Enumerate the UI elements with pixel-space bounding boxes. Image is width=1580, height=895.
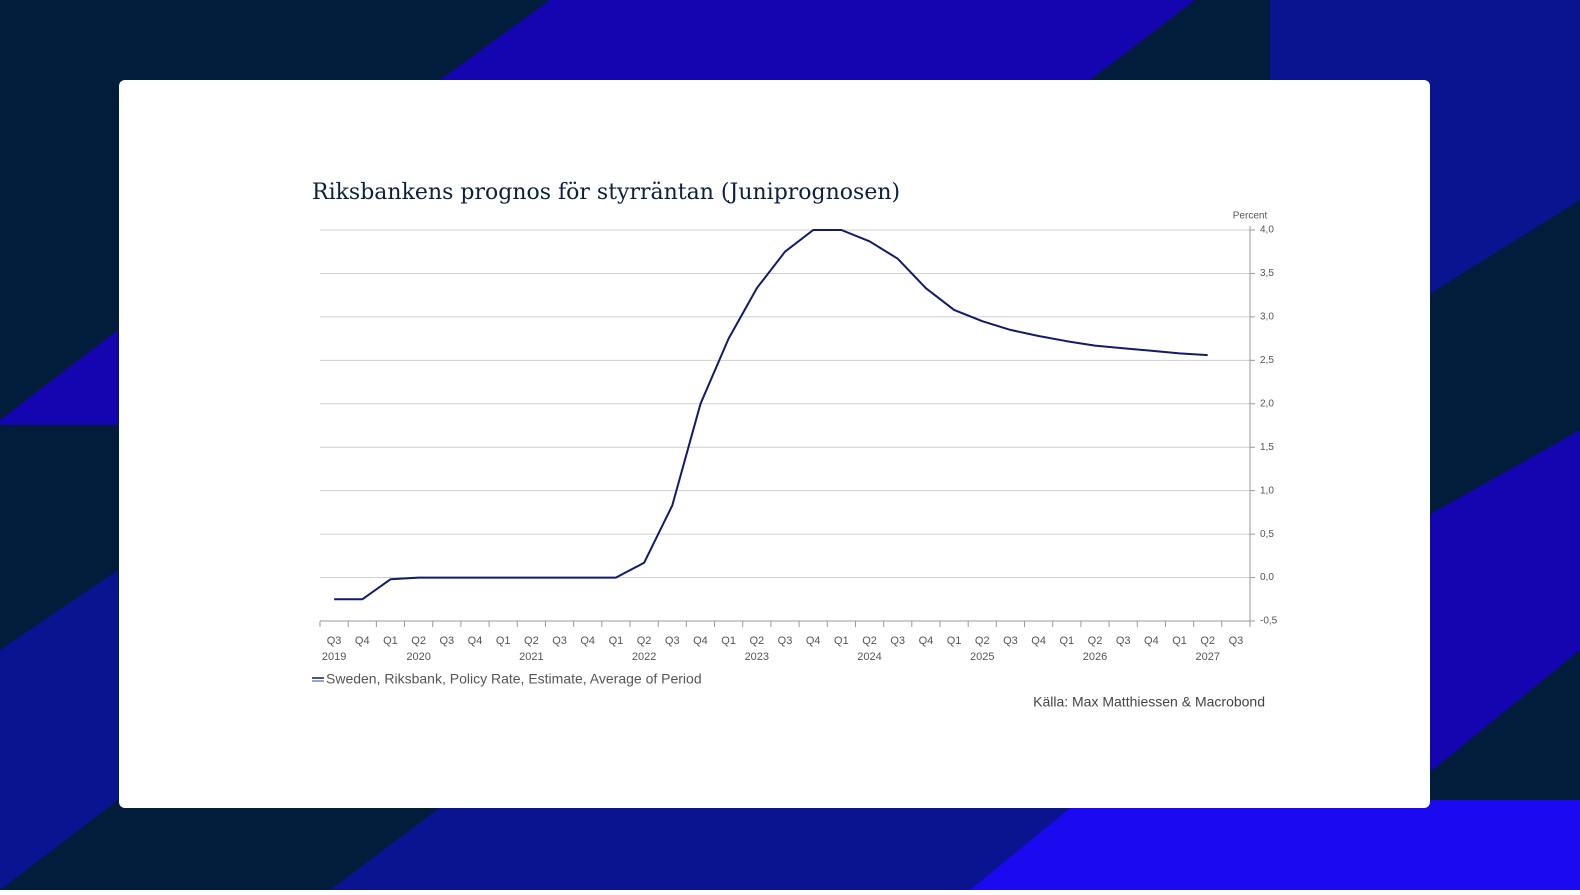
stripe xyxy=(330,800,1080,890)
x-tick-label: Q4 xyxy=(355,635,370,647)
x-tick-label: Q1 xyxy=(834,635,849,647)
stripe xyxy=(1420,430,1580,780)
x-year-label: 2019 xyxy=(322,651,346,663)
y-tick-label: 1,5 xyxy=(1260,442,1274,453)
x-tick-label: Q1 xyxy=(721,635,736,647)
x-tick-label: Q1 xyxy=(947,635,962,647)
source: Källa: Max Matthiessen & Macrobond xyxy=(1033,694,1265,710)
x-tick-label: Q4 xyxy=(1031,635,1046,647)
x-tick-label: Q3 xyxy=(1229,635,1244,647)
y-tick-label: 1,0 xyxy=(1260,485,1274,496)
x-tick-label: Q4 xyxy=(693,635,708,647)
x-tick-label: Q3 xyxy=(439,635,454,647)
x-tick-label: Q3 xyxy=(1116,635,1131,647)
x-tick-label: Q4 xyxy=(468,635,483,647)
x-tick-label: Q3 xyxy=(778,635,793,647)
y-tick-label: 3,0 xyxy=(1260,312,1274,323)
stripe xyxy=(440,0,1195,80)
card xyxy=(119,80,1430,808)
x-tick-label: Q3 xyxy=(890,635,905,647)
stripe xyxy=(0,570,118,890)
x-tick-label: Q4 xyxy=(806,635,821,647)
x-tick-label: Q1 xyxy=(496,635,511,647)
x-tick-label: Q1 xyxy=(1059,635,1074,647)
x-tick-label: Q1 xyxy=(1172,635,1187,647)
x-year-label: 2025 xyxy=(970,651,994,663)
stripe xyxy=(948,800,1580,890)
y-tick-label: 0,5 xyxy=(1260,529,1274,540)
x-tick-label: Q2 xyxy=(1088,635,1103,647)
x-tick-label: Q2 xyxy=(1200,635,1215,647)
x-tick-label: Q1 xyxy=(383,635,398,647)
x-year-label: 2022 xyxy=(632,651,656,663)
x-tick-label: Q2 xyxy=(411,635,426,647)
x-tick-label: Q2 xyxy=(862,635,877,647)
legend: Sweden, Riksbank, Policy Rate, Estimate,… xyxy=(312,671,702,687)
x-year-label: 2026 xyxy=(1083,651,1107,663)
chart-title: Riksbankens prognos för styrräntan (Juni… xyxy=(312,180,900,205)
x-year-label: 2024 xyxy=(857,651,881,663)
x-year-label: 2020 xyxy=(406,651,430,663)
x-tick-label: Q3 xyxy=(1003,635,1018,647)
legend-label: Sweden, Riksbank, Policy Rate, Estimate,… xyxy=(326,671,702,687)
x-tick-label: Q1 xyxy=(609,635,624,647)
data-line xyxy=(334,229,1208,601)
x-tick-label: Q4 xyxy=(919,635,934,647)
stripe xyxy=(0,330,118,425)
y-tick-label: 0,0 xyxy=(1260,572,1274,583)
x-tick-label: Q3 xyxy=(665,635,680,647)
y-tick-label: 3,5 xyxy=(1260,268,1274,279)
x-tick-label: Q3 xyxy=(552,635,567,647)
x-year-label: 2021 xyxy=(519,651,543,663)
x-tick-label: Q2 xyxy=(975,635,990,647)
y-tick-label: 4,0 xyxy=(1260,225,1274,236)
x-tick-label: Q4 xyxy=(580,635,595,647)
y-tick-label: 2,5 xyxy=(1260,355,1274,366)
x-tick-label: Q4 xyxy=(1144,635,1159,647)
x-tick-label: Q3 xyxy=(327,635,342,647)
x-tick-label: Q2 xyxy=(637,635,652,647)
y-tick-label: -0,5 xyxy=(1260,616,1278,627)
x-tick-label: Q2 xyxy=(524,635,539,647)
x-year-label: 2027 xyxy=(1195,651,1219,663)
x-tick-label: Q2 xyxy=(749,635,764,647)
y-tick-label: 2,0 xyxy=(1260,398,1274,409)
x-year-label: 2023 xyxy=(745,651,769,663)
y-axis-label: Percent xyxy=(1233,211,1268,222)
